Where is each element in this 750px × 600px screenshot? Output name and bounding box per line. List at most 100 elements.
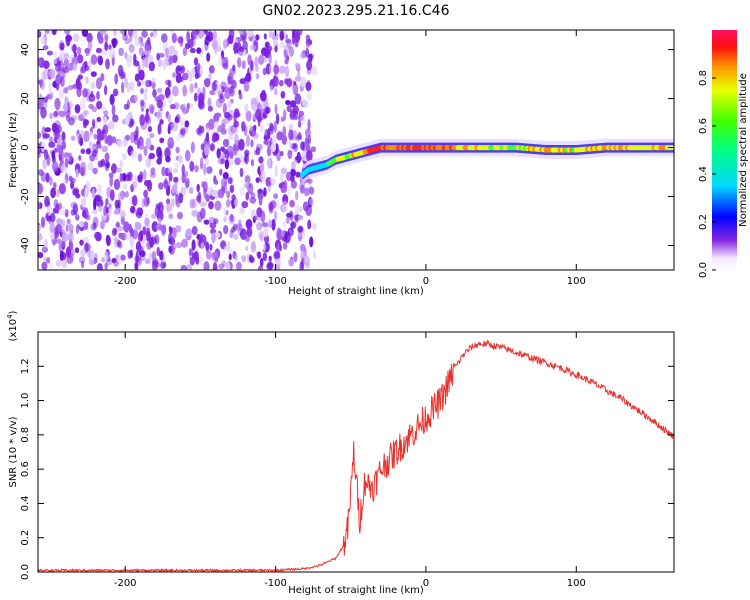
- spectrogram-noise-cell: [167, 94, 173, 105]
- spectrogram-noise-cell: [89, 131, 94, 138]
- spectrogram-noise-cell: [242, 49, 248, 57]
- spectrogram-noise-cell: [255, 177, 260, 184]
- spectrogram-noise-cell: [108, 207, 112, 217]
- spectrogram-noise-cell: [81, 260, 85, 269]
- spectrogram-noise-cell: [241, 255, 247, 263]
- spectrogram-noise-cell: [50, 234, 55, 240]
- spectrogram-noise-cell: [244, 103, 249, 112]
- spectrogram-noise-cell: [136, 207, 143, 214]
- spectrogram-noise-cell: [286, 38, 292, 49]
- spectrogram-noise-cell: [92, 118, 95, 129]
- spectrogram-noise-cell: [201, 44, 209, 52]
- spectrogram-noise-cell: [134, 222, 142, 231]
- spectrogram-noise-cell: [44, 127, 51, 133]
- spectrogram-noise-cell: [79, 98, 86, 111]
- spectrogram-noise-cell: [112, 88, 119, 97]
- spectrogram-noise-cell: [40, 107, 47, 119]
- spectrogram-noise-cell: [124, 76, 128, 88]
- colorbar-gradient: [712, 30, 737, 270]
- spectrogram-noise-cell: [152, 31, 157, 38]
- spectrogram-noise-cell: [161, 166, 166, 177]
- spectrogram-noise-cell: [82, 88, 88, 98]
- spectrogram-noise-cell: [112, 114, 119, 123]
- spectrogram-noise-cell: [103, 251, 109, 262]
- spectrogram-noise-cell: [250, 99, 258, 111]
- spectrogram-noise-cell: [64, 157, 69, 168]
- spectrogram-noise-cell: [168, 213, 174, 220]
- spectrogram-noise-cell: [229, 68, 236, 76]
- spectrogram-noise-cell: [279, 41, 286, 49]
- spectrogram-noise-cell: [236, 223, 243, 231]
- spectrogram-noise-cell: [79, 239, 84, 246]
- spectrogram-y-tick-label: -20: [20, 188, 31, 204]
- spectrogram-noise-cell: [300, 250, 305, 261]
- spectrogram-noise-cell: [283, 109, 287, 121]
- spectrogram-noise-cell: [70, 181, 75, 190]
- spectrogram-noise-cell: [151, 250, 157, 262]
- spectrogram-noise-cell: [197, 124, 203, 137]
- spectrogram-noise-cell: [104, 159, 110, 172]
- spectrogram-noise-cell: [279, 79, 284, 87]
- spectrogram-noise-cell: [300, 243, 306, 253]
- spectrogram-noise-cell: [87, 135, 90, 142]
- spectrogram-noise-cell: [149, 106, 155, 115]
- spectrogram-noise-cell: [42, 60, 50, 69]
- spectrogram-noise-cell: [270, 180, 275, 187]
- spectrogram-noise-cell: [72, 203, 78, 215]
- spectrogram-noise-cell: [71, 56, 79, 65]
- snr-x-tick-label: 100: [567, 578, 586, 589]
- spectrogram-noise-cell: [250, 139, 254, 148]
- spectrogram-noise-cell: [189, 198, 196, 209]
- spectrogram-noise-cell: [122, 172, 127, 182]
- spectrogram-noise-cell: [58, 52, 66, 62]
- spectrogram-noise-cell: [139, 41, 145, 47]
- spectrogram-noise-cell: [203, 78, 211, 88]
- spectrogram-noise-cell: [176, 211, 183, 220]
- spectrogram-noise-cell: [62, 66, 70, 74]
- spectrogram-y-tick-label: 0: [20, 144, 31, 150]
- spectrogram-noise-cell: [119, 210, 126, 219]
- spectrogram-noise-cell: [255, 146, 261, 156]
- spectrogram-noise-cell: [121, 81, 125, 94]
- spectrogram-noise-cell: [200, 207, 206, 220]
- spectrogram-noise-cell: [101, 145, 109, 153]
- spectrogram-noise-cell: [66, 218, 71, 225]
- spectrogram-noise-cell: [227, 75, 232, 85]
- spectrogram-noise-cell: [203, 261, 210, 270]
- spectrogram-noise-cell: [140, 88, 144, 94]
- spectrogram-noise-cell: [244, 149, 250, 157]
- spectrogram-noise-cell: [141, 30, 148, 38]
- spectrogram-noise-cell: [199, 256, 204, 266]
- spectrogram-noise-cell: [39, 81, 43, 88]
- spectrogram-noise-cell: [168, 172, 173, 182]
- spectrogram-noise-cell: [184, 42, 191, 50]
- spectrogram-noise-cell: [81, 30, 89, 37]
- spectrogram-noise-cell: [208, 201, 214, 210]
- spectrogram-noise-cell: [156, 246, 160, 257]
- spectrogram-noise-cell: [162, 59, 166, 70]
- spectrogram-noise-cell: [80, 129, 85, 136]
- spectrogram-noise-cell: [135, 250, 139, 263]
- spectrogram-noise-cell: [186, 264, 192, 270]
- spectrogram-noise-cell: [49, 176, 53, 186]
- spectrogram-noise-cell: [40, 141, 46, 153]
- spectrogram-noise-cell: [269, 124, 275, 135]
- spectrogram-noise-cell: [233, 145, 238, 156]
- spectrogram-noise-cell: [103, 205, 107, 216]
- spectrogram-noise-cell: [203, 219, 210, 225]
- spectrogram-noise-cell: [241, 154, 246, 165]
- spectrogram-noise-cell: [185, 228, 193, 237]
- spectrogram-noise-cell: [289, 100, 297, 108]
- spectrogram-noise-cell: [208, 118, 215, 130]
- spectrogram-noise-cell: [241, 60, 246, 70]
- spectrogram-noise-cell: [219, 93, 224, 100]
- spectrogram-noise-cell: [227, 135, 234, 141]
- spectrogram-noise-cell: [212, 30, 217, 41]
- snr-x-tick-label: -100: [264, 578, 287, 589]
- spectrogram-noise-cell: [51, 161, 59, 173]
- spectrogram-noise-cell: [88, 93, 96, 102]
- spectrogram-noise-cell: [170, 227, 177, 239]
- spectrogram-noise-cell: [287, 150, 293, 160]
- spectrogram-noise-cell: [199, 157, 204, 169]
- spectrogram-noise-cell: [115, 221, 120, 228]
